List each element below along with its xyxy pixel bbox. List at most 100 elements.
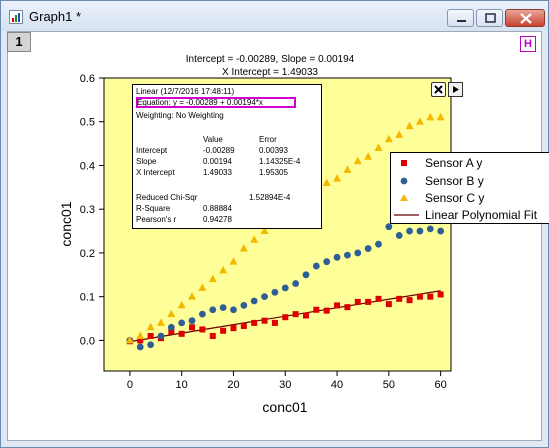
sensor-b-point	[426, 225, 434, 233]
sensor-a-point	[365, 298, 372, 305]
fit-results-table[interactable]: Linear (12/7/2016 17:48:11) Equation: y …	[132, 84, 322, 229]
sensor-c-point	[353, 156, 362, 165]
sensor-b-point	[292, 280, 300, 287]
y-tick-label: 0.3	[80, 204, 95, 216]
sensor-b-point	[219, 304, 227, 311]
stats-weighting: Weighting: No Weighting	[136, 111, 224, 120]
table-menu-button[interactable]	[448, 82, 463, 97]
legend-symbols	[394, 160, 419, 216]
sensor-c-point	[395, 130, 404, 138]
y-axis-label: conc01	[58, 201, 74, 246]
h-button[interactable]: H	[520, 36, 536, 52]
minimize-button[interactable]	[447, 9, 474, 27]
triangle-right-icon	[453, 86, 459, 93]
y-tick-label: 0.6	[80, 73, 95, 85]
chart-legend[interactable]: Sensor A y Sensor B y Sensor C y Linear …	[390, 152, 549, 224]
sensor-b-point	[395, 232, 403, 239]
y-tick-label: 0.4	[80, 160, 95, 172]
sensor-a-point	[396, 295, 403, 302]
sensor-a-point	[385, 301, 392, 308]
stats-stat-value: 1.52894E-4	[249, 193, 291, 202]
sensor-c-point	[426, 112, 435, 121]
stats-row-name: X Intercept	[136, 168, 175, 177]
legend-label: Sensor B y	[425, 174, 484, 188]
sensor-a-point	[354, 298, 361, 305]
stats-row-name: Intercept	[136, 146, 168, 155]
stats-equation: Equation: y = -0.00289 + 0.00194*x	[137, 98, 263, 107]
sensor-c-point	[374, 143, 383, 151]
x-axis-label: conc01	[262, 399, 307, 415]
title-bar[interactable]: Graph1 *	[1, 1, 548, 31]
sensor-a-point	[302, 312, 309, 319]
sensor-c-point	[343, 165, 352, 173]
sensor-a-point	[240, 322, 247, 329]
x-tick-label: 20	[227, 379, 239, 391]
sensor-a-point	[220, 327, 227, 334]
stats-col-value: Value	[203, 135, 223, 144]
sensor-b-point	[354, 249, 362, 257]
sensor-b-point	[178, 319, 186, 327]
sensor-c-point	[156, 318, 165, 326]
chart-title: Intercept = -0.00289, Slope = 0.00194	[186, 54, 355, 65]
stats-row-value: 0.00194	[203, 157, 232, 166]
sensor-a-point	[416, 293, 423, 300]
sensor-c-point	[364, 152, 373, 160]
sensor-b-point	[188, 317, 196, 325]
sensor-a-point	[375, 295, 382, 302]
close-button[interactable]	[505, 9, 545, 27]
maximize-button[interactable]	[476, 9, 503, 27]
x-tick-label: 30	[279, 379, 291, 391]
stats-row-error: 1.95305	[259, 168, 288, 177]
x-tick-label: 40	[331, 379, 343, 391]
stats-row-value: -0.00289	[203, 146, 235, 155]
sensor-c-point	[229, 257, 238, 265]
sensor-c-point	[188, 292, 197, 300]
sensor-b-point	[344, 251, 351, 259]
stats-stat-value: 0.94278	[203, 215, 232, 224]
legend-symbol-circle	[400, 177, 408, 185]
sensor-b-point	[261, 293, 268, 301]
sensor-a-point	[168, 328, 175, 335]
x-tick-label: 0	[127, 379, 133, 391]
sensor-c-point	[136, 331, 145, 340]
sensor-b-point	[406, 227, 413, 235]
sensor-b-point	[147, 341, 155, 349]
y-tick-label: 0.0	[80, 335, 95, 347]
sensor-b-point	[199, 310, 206, 318]
y-tick-label: 0.1	[80, 292, 95, 304]
sensor-a-point	[251, 319, 258, 326]
sensor-c-point	[333, 174, 342, 182]
sensor-a-point	[230, 325, 237, 332]
legend-symbol-triangle	[400, 194, 408, 201]
y-tick-label: 0.2	[80, 248, 95, 260]
axes-group: 0 10 20 30 40 50 60 0.0 0.1 0.2 0.3 0.4 0.5 0.6	[80, 73, 447, 391]
sensor-a-point	[261, 317, 268, 324]
stats-stat-name: Pearson's r	[136, 215, 177, 224]
stats-row-error: 1.14325E-4	[259, 157, 301, 166]
sensor-a-point	[209, 333, 216, 340]
sensor-b-point	[364, 245, 372, 252]
sensor-a-point	[292, 311, 299, 318]
sensor-a-point	[199, 326, 206, 333]
sensor-b-point	[416, 227, 424, 235]
graph-window-icon	[9, 10, 23, 24]
equation-highlight	[136, 97, 296, 108]
sensor-b-point	[167, 323, 175, 331]
sensor-c-point	[177, 300, 186, 309]
sensor-b-point	[312, 262, 320, 270]
sensor-a-point	[178, 330, 185, 337]
sensor-b-point	[271, 288, 279, 296]
sensor-c-point	[208, 274, 217, 283]
layer-tab-1[interactable]: 1	[7, 32, 31, 52]
sensor-a-point	[137, 337, 144, 344]
close-table-button[interactable]	[431, 82, 446, 97]
sensor-b-point	[437, 227, 445, 235]
sensor-a-point	[271, 319, 278, 326]
stats-header: Linear (12/7/2016 17:48:11)	[136, 87, 235, 96]
sensor-b-point	[333, 253, 341, 261]
sensor-b-point	[250, 297, 258, 305]
sensor-a-point	[282, 314, 289, 321]
sensor-a-point	[147, 333, 154, 340]
legend-symbol-square	[401, 160, 407, 166]
legend-label: Sensor A y	[425, 156, 483, 170]
